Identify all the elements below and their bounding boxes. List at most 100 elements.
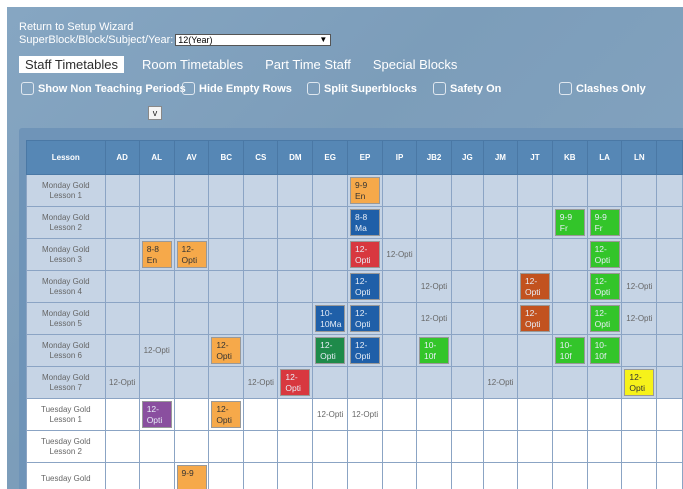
timetable-cell[interactable]	[277, 398, 314, 431]
class-block[interactable]: 12- Opti	[211, 401, 242, 428]
timetable-cell[interactable]	[416, 238, 452, 271]
staff-column-header[interactable]: JM	[482, 140, 519, 175]
class-block[interactable]: 9-9 En	[349, 177, 380, 204]
timetable-cell[interactable]	[416, 398, 452, 431]
staff-column-header[interactable]: AD	[104, 140, 140, 175]
tab-staff-timetables[interactable]: Staff Timetables	[19, 56, 124, 73]
timetable-cell[interactable]	[482, 302, 519, 335]
staff-column-header[interactable]: JT	[517, 140, 553, 175]
timetable-cell[interactable]	[243, 302, 279, 335]
tab-room-timetables[interactable]: Room Timetables	[141, 57, 244, 72]
timetable-cell[interactable]: 12-Opti	[243, 366, 279, 399]
timetable-cell[interactable]	[243, 206, 279, 239]
timetable-cell[interactable]: 12-Opti	[104, 366, 140, 399]
timetable-cell[interactable]	[621, 398, 658, 431]
timetable-cell[interactable]	[381, 270, 418, 303]
timetable-cell[interactable]: 12-Opti	[586, 238, 623, 271]
safety-on-option[interactable]: Safety On	[433, 82, 501, 95]
timetable-cell[interactable]	[517, 398, 553, 431]
safety-on-checkbox[interactable]	[433, 82, 446, 95]
class-block[interactable]: 12- Opti	[519, 273, 550, 300]
timetable-cell[interactable]: 9-9 En	[347, 174, 383, 207]
timetable-cell[interactable]	[551, 302, 588, 335]
timetable-cell[interactable]	[621, 174, 658, 207]
timetable-cell[interactable]: 10- 10Ma	[312, 302, 349, 335]
timetable-cell[interactable]	[104, 270, 140, 303]
timetable-cell[interactable]	[208, 206, 245, 239]
timetable-cell[interactable]	[482, 174, 519, 207]
timetable-cell[interactable]	[312, 430, 349, 463]
class-block[interactable]: 12- Opti	[211, 337, 242, 364]
timetable-cell[interactable]	[312, 462, 349, 489]
timetable-cell[interactable]	[482, 398, 519, 431]
timetable-cell[interactable]: 9-9 Fr	[551, 206, 588, 239]
tab-special-blocks[interactable]: Special Blocks	[372, 57, 458, 72]
timetable-cell[interactable]	[517, 430, 553, 463]
clashes-only-checkbox[interactable]	[559, 82, 572, 95]
timetable-cell[interactable]: 12-Opti	[347, 334, 383, 367]
timetable-cell[interactable]	[173, 270, 210, 303]
clashes-only-option[interactable]: Clashes Only	[559, 82, 646, 95]
timetable-cell[interactable]	[416, 430, 452, 463]
timetable-cell[interactable]	[586, 174, 623, 207]
timetable-cell[interactable]	[450, 302, 484, 335]
timetable-cell[interactable]	[416, 174, 452, 207]
timetable-cell[interactable]	[312, 270, 349, 303]
timetable-cell[interactable]	[208, 462, 245, 489]
class-block[interactable]: 8-8 En	[141, 241, 172, 268]
timetable-cell[interactable]	[517, 238, 553, 271]
timetable-cell[interactable]	[621, 238, 658, 271]
timetable-cell[interactable]: 10- 10f	[551, 334, 588, 367]
timetable-cell[interactable]	[450, 462, 484, 489]
timetable-cell[interactable]	[586, 462, 623, 489]
timetable-cell[interactable]	[173, 334, 210, 367]
staff-column-header[interactable]: AV	[173, 140, 210, 175]
hide-empty-rows-option[interactable]: Hide Empty Rows	[182, 82, 292, 95]
timetable-cell[interactable]: 12-Opti	[347, 302, 383, 335]
timetable-cell[interactable]	[138, 462, 175, 489]
timetable-cell[interactable]	[277, 174, 314, 207]
timetable-cell[interactable]	[138, 206, 175, 239]
timetable-cell[interactable]	[621, 206, 658, 239]
staff-column-header[interactable]: EP	[347, 140, 383, 175]
class-block[interactable]: 12- Opti	[589, 241, 620, 268]
timetable-cell[interactable]	[208, 430, 245, 463]
timetable-cell[interactable]	[312, 174, 349, 207]
class-block[interactable]: 10- 10f	[589, 337, 620, 364]
timetable-cell[interactable]	[173, 398, 210, 431]
timetable-cell[interactable]: 12-Opti	[277, 366, 314, 399]
timetable-cell[interactable]	[173, 302, 210, 335]
class-block[interactable]: 12- Opti	[315, 337, 346, 364]
timetable-cell[interactable]: 12-Opti	[517, 270, 553, 303]
split-superblocks-checkbox[interactable]	[307, 82, 320, 95]
year-select[interactable]: 12(Year) ▼	[175, 34, 332, 46]
timetable-cell[interactable]	[450, 398, 484, 431]
class-block[interactable]: 12- Opti	[349, 337, 380, 364]
timetable-cell[interactable]	[104, 238, 140, 271]
timetable-cell[interactable]: 12-Opti	[347, 238, 383, 271]
timetable-cell[interactable]	[208, 302, 245, 335]
timetable-cell[interactable]	[517, 462, 553, 489]
timetable-cell[interactable]	[482, 206, 519, 239]
timetable-cell[interactable]: 12-Opti	[416, 270, 452, 303]
timetable-cell[interactable]	[138, 270, 175, 303]
timetable-cell[interactable]	[243, 462, 279, 489]
timetable-cell[interactable]	[381, 174, 418, 207]
class-block[interactable]: 12- Opti	[519, 305, 550, 332]
timetable-cell[interactable]	[450, 238, 484, 271]
timetable-cell[interactable]	[551, 238, 588, 271]
timetable-cell[interactable]	[104, 174, 140, 207]
timetable-cell[interactable]	[482, 238, 519, 271]
timetable-cell[interactable]	[450, 174, 484, 207]
tab-part-time-staff[interactable]: Part Time Staff	[265, 57, 351, 72]
timetable-cell[interactable]	[517, 334, 553, 367]
timetable-cell[interactable]	[621, 334, 658, 367]
class-block[interactable]: 12- Opti	[349, 241, 380, 268]
timetable-cell[interactable]: 12-Opti	[138, 398, 175, 431]
staff-column-header[interactable]: DM	[277, 140, 314, 175]
timetable-cell[interactable]	[586, 366, 623, 399]
timetable-cell[interactable]	[104, 398, 140, 431]
timetable-cell[interactable]	[173, 366, 210, 399]
timetable-cell[interactable]	[416, 462, 452, 489]
timetable-cell[interactable]	[450, 430, 484, 463]
